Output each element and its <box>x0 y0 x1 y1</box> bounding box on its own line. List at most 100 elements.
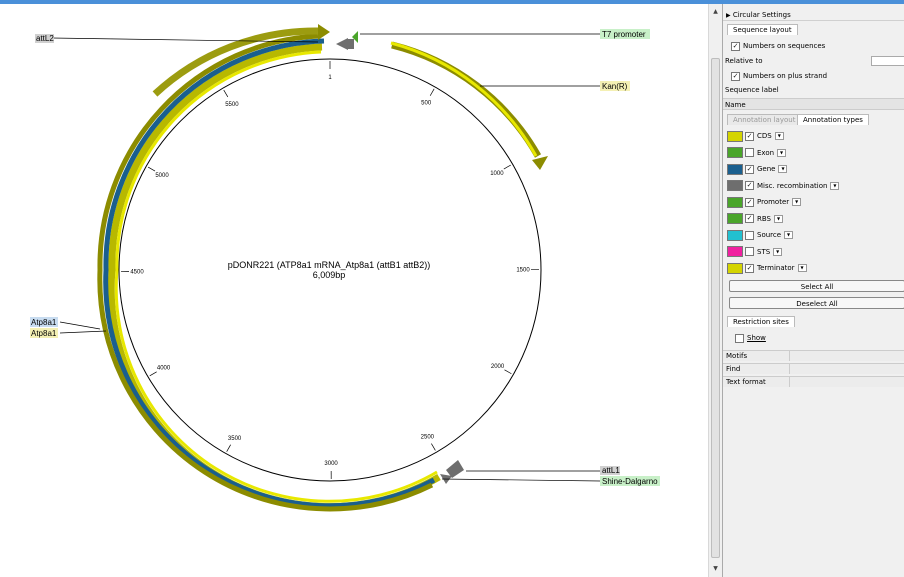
kanr-label[interactable]: Kan(R) <box>602 82 628 91</box>
scroll-down-arrow[interactable]: ▼ <box>713 565 718 572</box>
atp8a1-gene-leader <box>59 321 101 330</box>
attl2-label[interactable]: attL2 <box>36 34 54 43</box>
relative-to-field[interactable] <box>871 56 904 66</box>
circular-view[interactable]: 1 500 1000 1500 2000 2500 3000 3500 4000 4500 5000… <box>0 4 720 577</box>
annotation-type-label: Promoter <box>757 198 790 206</box>
annotation-type-row[interactable]: ✓ Misc. recombination ▼ <box>723 180 904 192</box>
tick-label: 1 <box>328 75 332 81</box>
attl2-feature-arrow[interactable] <box>336 38 348 50</box>
color-swatch[interactable] <box>727 246 743 257</box>
numbers-on-plus-strand-label: Numbers on plus strand <box>743 72 828 80</box>
annotation-type-row[interactable]: ✓ RBS ▼ <box>723 213 904 225</box>
tab-restriction-sites[interactable]: Restriction sites <box>727 316 795 327</box>
annotation-type-row[interactable]: ✓ Terminator ▼ <box>723 262 904 274</box>
color-swatch[interactable] <box>727 163 743 175</box>
dropdown-icon[interactable]: ▼ <box>778 165 788 173</box>
circular-settings-header[interactable]: ▶ Circular Settings <box>723 9 904 21</box>
plasmid-map[interactable]: 1500100015002000250030003500400045005000… <box>0 4 708 577</box>
text-format-label: Text format <box>726 378 766 386</box>
motifs-section[interactable]: Motifs <box>723 350 904 361</box>
atp8a1-gene-label[interactable]: Atp8a1 <box>31 318 57 327</box>
numbers-on-plus-strand-checkbox[interactable]: ✓ <box>731 71 740 81</box>
relative-to-label: Relative to <box>725 57 763 65</box>
shine-dalgarno-label[interactable]: Shine-Dalgarno <box>602 477 658 486</box>
plasmid-title: pDONR221 (ATP8a1 mRNA_Atp8a1 (attB1 attB… <box>228 260 430 270</box>
numbers-on-plus-strand-row[interactable]: ✓ Numbers on plus strand <box>723 70 904 82</box>
dropdown-icon[interactable]: ▼ <box>797 264 807 272</box>
tick-label: 1500 <box>516 267 530 273</box>
color-swatch[interactable] <box>727 180 743 191</box>
numbers-on-sequences-label: Numbers on sequences <box>743 42 826 50</box>
dropdown-icon[interactable]: ▼ <box>830 181 840 190</box>
annotation-type-checkbox[interactable]: ✓ <box>745 197 754 207</box>
annotation-type-row[interactable]: STS ▼ <box>723 246 904 258</box>
color-swatch[interactable] <box>727 130 743 142</box>
t7-promoter-arrow[interactable] <box>352 31 358 43</box>
annotation-type-row[interactable]: ✓ CDS ▼ <box>723 130 904 142</box>
tick-label: 5000 <box>155 173 169 179</box>
tick-group: 1500100015002000250030003500400045005000… <box>121 61 539 479</box>
tick-label: 500 <box>421 101 432 107</box>
kanr-cds-arc[interactable] <box>391 41 542 158</box>
annotation-type-row[interactable]: Source ▼ <box>723 229 904 241</box>
select-all-button[interactable]: Select All <box>729 280 904 292</box>
settings-panel: ▶ Circular Settings Sequence layout ✓ Num… <box>722 4 904 577</box>
kanr-cds-arc-inner <box>390 41 538 157</box>
tab-sequence-layout[interactable]: Sequence layout <box>727 24 798 35</box>
vertical-scrollbar[interactable]: ▲ ▼ <box>708 4 722 577</box>
annotation-type-label: STS <box>757 247 771 256</box>
show-checkbox[interactable] <box>735 333 744 343</box>
annotation-type-checkbox[interactable] <box>745 230 754 240</box>
annotation-type-checkbox[interactable] <box>745 148 754 157</box>
tab-annotation-layout[interactable]: Annotation layout <box>727 114 802 125</box>
atp8a1-cds-label[interactable]: Atp8a1 <box>31 329 57 338</box>
attl1-label[interactable]: attL1 <box>602 466 620 475</box>
attl1-label-bg <box>600 466 620 475</box>
text-format-section[interactable]: Text format <box>723 376 904 387</box>
sequence-label-select[interactable]: Name <box>723 98 904 110</box>
annotation-type-row[interactable]: ✓ Promoter ▼ <box>723 196 904 208</box>
window-top-border <box>0 0 904 4</box>
annotation-type-row[interactable]: ✓ Gene ▼ <box>723 163 904 175</box>
attl1-feature-arrow[interactable] <box>446 460 464 478</box>
annotation-type-checkbox[interactable]: ✓ <box>745 131 754 141</box>
color-swatch[interactable] <box>727 229 743 241</box>
atp8a1-cds-arc-inner <box>114 50 438 503</box>
color-swatch[interactable] <box>727 147 743 158</box>
annotation-type-label: Source <box>757 231 782 239</box>
find-section[interactable]: Find <box>723 363 904 374</box>
dropdown-icon[interactable]: ▼ <box>777 148 787 157</box>
color-swatch[interactable] <box>727 262 743 274</box>
dropdown-icon[interactable]: ▼ <box>774 214 783 223</box>
numbers-on-sequences-checkbox[interactable]: ✓ <box>731 41 740 51</box>
annotation-type-checkbox[interactable]: ✓ <box>745 214 754 223</box>
dropdown-icon[interactable]: ▼ <box>792 198 802 206</box>
show-row[interactable]: Show <box>723 332 904 344</box>
text-format-divider <box>789 377 904 387</box>
attl2-feature-body <box>346 39 354 49</box>
tick-mark <box>431 443 436 451</box>
atp8a1-gene-arc[interactable] <box>103 38 436 509</box>
tab-sequence-layout-label: Sequence layout <box>733 26 792 34</box>
annotation-type-row[interactable]: Exon ▼ <box>723 147 904 159</box>
annotation-type-checkbox[interactable]: ✓ <box>745 164 754 174</box>
t7-promoter-label[interactable]: T7 promoter <box>602 30 646 39</box>
tick-label: 4500 <box>130 270 144 276</box>
dropdown-icon[interactable]: ▼ <box>773 247 783 256</box>
top-olive-arrowhead <box>318 24 330 40</box>
scroll-thumb[interactable] <box>711 58 720 558</box>
numbers-on-sequences-row[interactable]: ✓ Numbers on sequences <box>723 40 904 52</box>
deselect-all-button[interactable]: Deselect All <box>729 297 904 309</box>
color-swatch[interactable] <box>727 196 743 208</box>
annotation-type-checkbox[interactable]: ✓ <box>745 181 754 190</box>
scroll-up-arrow[interactable]: ▲ <box>713 8 718 15</box>
tab-annotation-types[interactable]: Annotation types <box>797 114 869 125</box>
kanr-arrowhead <box>532 156 548 170</box>
dropdown-icon[interactable]: ▼ <box>784 231 794 239</box>
annotation-type-checkbox[interactable] <box>745 247 754 256</box>
plasmid-length: 6,009bp <box>313 270 346 280</box>
annotation-type-checkbox[interactable]: ✓ <box>745 263 754 273</box>
attl2-leader <box>51 37 319 43</box>
dropdown-icon[interactable]: ▼ <box>774 132 784 140</box>
color-swatch[interactable] <box>727 213 743 224</box>
